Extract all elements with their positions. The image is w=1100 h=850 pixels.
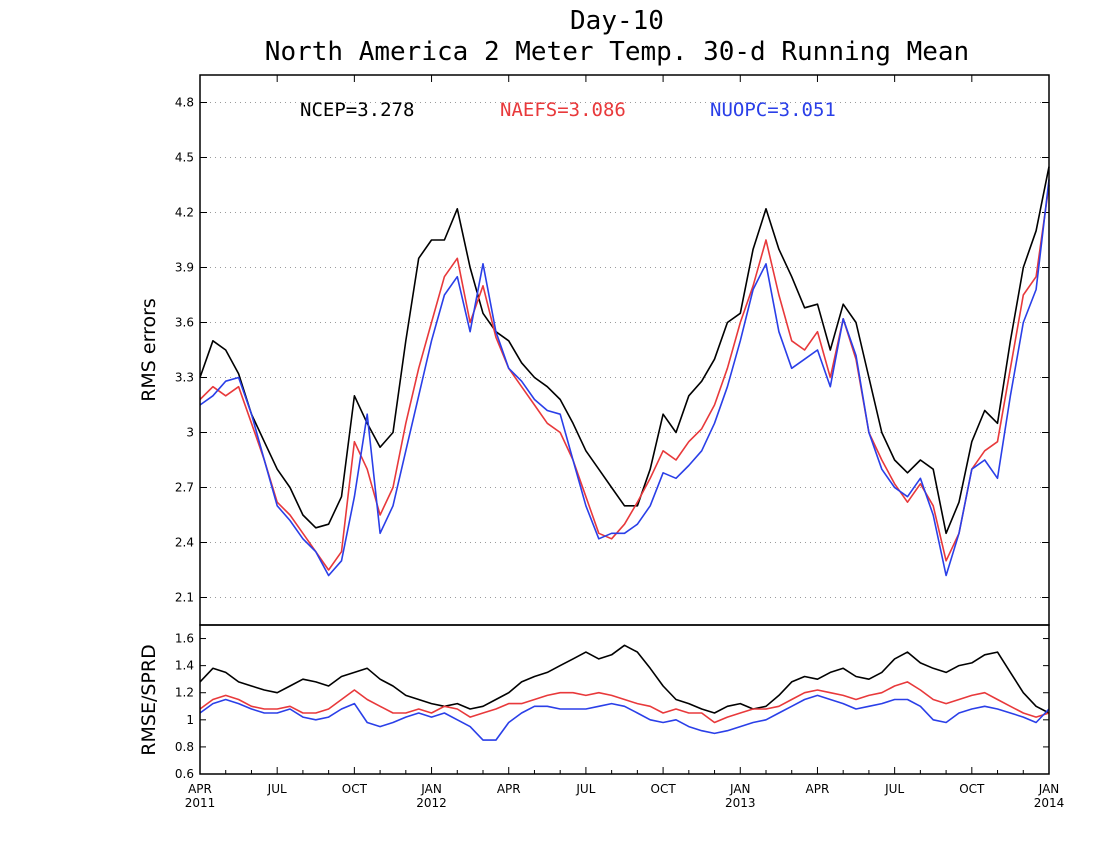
series-line-naefs — [199, 681, 1050, 724]
x-tick-label: OCT — [342, 782, 368, 796]
chart-title: Day-10 — [570, 6, 664, 36]
x-tick-label: APR — [188, 782, 212, 796]
y-tick-label: 0.8 — [175, 740, 194, 754]
bottom-panel-y-axis: 0.6 0.8 1 1.2 1.4 1.6 — [175, 632, 1049, 781]
x-tick-label: JUL — [884, 782, 904, 796]
x-tick-label: JUL — [267, 782, 287, 796]
top-panel-y-axis-title: RMS errors — [138, 298, 160, 402]
x-tick-label: JAN — [420, 782, 442, 796]
x-tick-label: APR — [806, 782, 830, 796]
y-tick-label: 4.2 — [175, 206, 194, 220]
x-tick-label: OCT — [959, 782, 985, 796]
y-tick-label: 3.3 — [175, 371, 194, 385]
x-tick-year-label: 2014 — [1034, 796, 1065, 810]
top-panel-series — [199, 166, 1050, 577]
series-line-nuopc — [199, 694, 1050, 741]
y-tick-label: 1.2 — [175, 686, 194, 700]
y-tick-label: 3.9 — [175, 261, 194, 275]
y-tick-label: 1.4 — [175, 659, 194, 673]
series-line-naefs — [199, 184, 1050, 571]
chart-subtitle: North America 2 Meter Temp. 30-d Running… — [265, 37, 969, 67]
x-tick-label: APR — [497, 782, 521, 796]
y-tick-label: 2.7 — [175, 481, 194, 495]
x-tick-year-label: 2011 — [185, 796, 216, 810]
y-tick-label: 1 — [186, 713, 194, 727]
bottom-panel-y-axis-title: RMSE/SPRD — [138, 644, 160, 755]
series-line-ncep — [199, 166, 1050, 535]
x-tick-year-label: 2012 — [416, 796, 447, 810]
legend-naefs: NAEFS=3.086 — [500, 99, 626, 121]
x-tick-year-label: 2013 — [725, 796, 756, 810]
top-panel-frame — [199, 74, 1050, 626]
bottom-panel-frame — [199, 624, 1050, 775]
bottom-panel-series — [199, 644, 1050, 741]
x-tick-label: JAN — [729, 782, 751, 796]
legend-nuopc: NUOPC=3.051 — [710, 99, 836, 121]
y-tick-label: 2.1 — [175, 591, 194, 605]
y-tick-label: 3.6 — [175, 316, 194, 330]
y-tick-label: 4.5 — [175, 151, 194, 165]
y-tick-label: 1.6 — [175, 632, 194, 646]
y-tick-label: 3 — [186, 426, 194, 440]
x-tick-label: JUL — [575, 782, 595, 796]
x-tick-label: OCT — [651, 782, 677, 796]
x-tick-label: JAN — [1038, 782, 1060, 796]
legend-ncep: NCEP=3.278 — [300, 99, 414, 121]
series-line-ncep — [199, 644, 1050, 714]
top-panel-y-axis: 2.1 2.4 2.7 3 3.3 3.6 3.9 4.2 4.5 4.8 — [175, 96, 1049, 605]
y-tick-label: 4.8 — [175, 96, 194, 110]
y-tick-label: 0.6 — [175, 767, 194, 781]
series-line-nuopc — [199, 179, 1050, 577]
y-tick-label: 2.4 — [175, 536, 194, 550]
